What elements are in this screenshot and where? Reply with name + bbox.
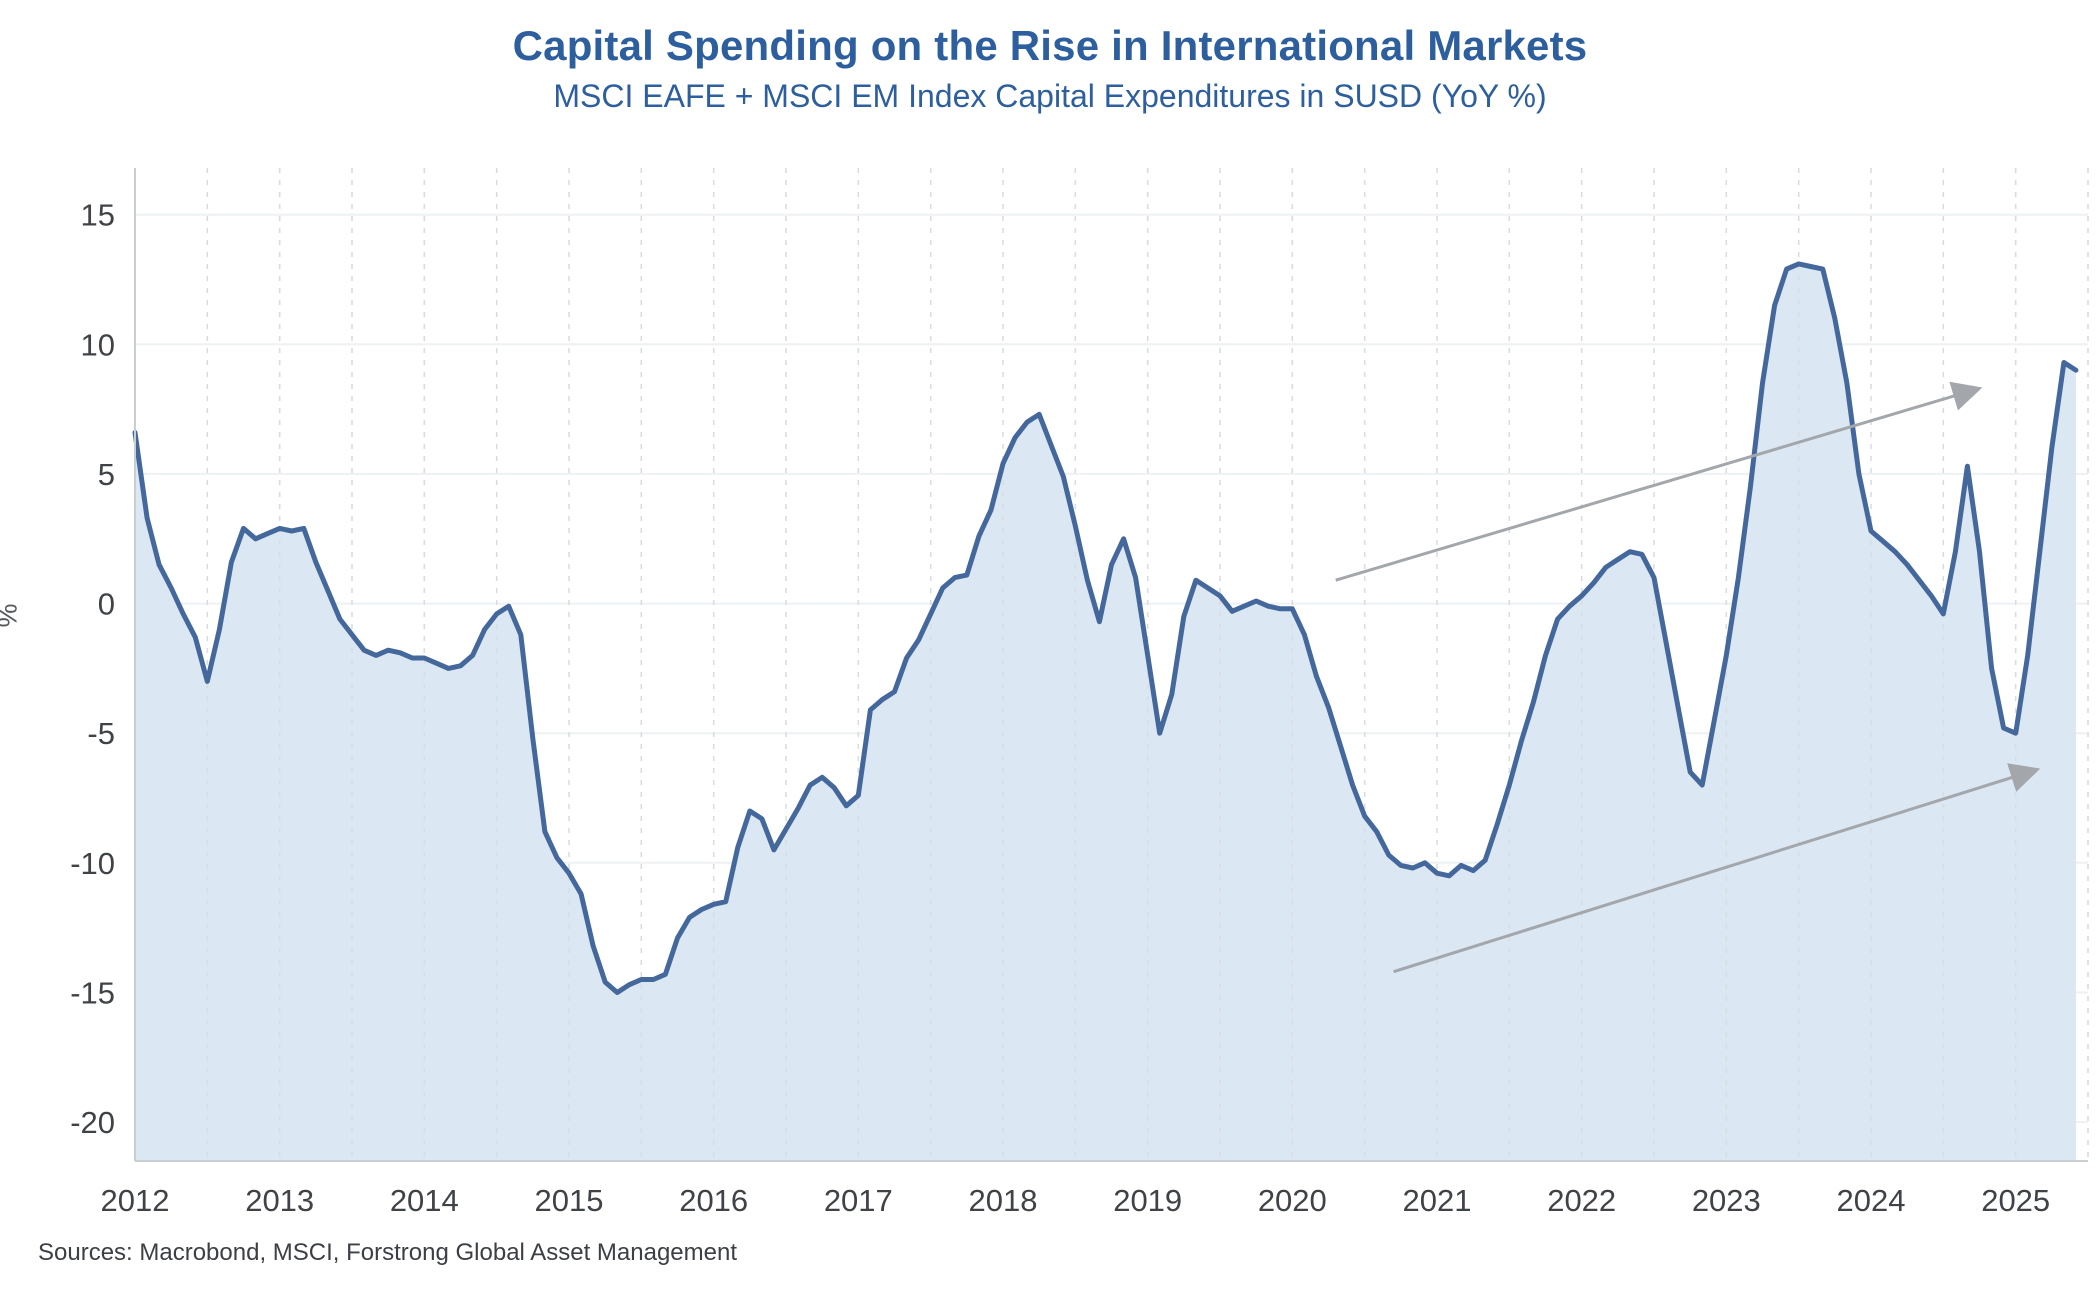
chart-header: Capital Spending on the Rise in Internat… <box>0 22 2100 115</box>
x-tick-label: 2017 <box>824 1183 893 1218</box>
trend-arrow <box>1393 763 2041 974</box>
x-tick-label: 2014 <box>390 1183 459 1218</box>
trend-arrow <box>1335 381 1983 582</box>
chart-subtitle: MSCI EAFE + MSCI EM Index Capital Expend… <box>553 78 1547 114</box>
x-axis-ticks: 2012 2013 2014 2015 2016 2017 2018 2019 2020 2021… <box>101 1183 2051 1218</box>
trend-arrows <box>1335 381 2041 974</box>
x-tick-label: 2013 <box>245 1183 314 1218</box>
x-tick-label: 2024 <box>1837 1183 1906 1218</box>
x-tick-label: 2016 <box>679 1183 748 1218</box>
x-tick-label: 2022 <box>1547 1183 1616 1218</box>
y-tick-label: -5 <box>87 716 115 751</box>
x-tick-label: 2019 <box>1113 1183 1182 1218</box>
y-tick-label: -15 <box>70 976 115 1011</box>
x-tick-label: 2021 <box>1403 1183 1472 1218</box>
y-axis-ticks: 15 10 5 0 -5 -10 -15 -20 <box>70 198 115 1140</box>
x-tick-label: 2020 <box>1258 1183 1327 1218</box>
y-tick-label: 5 <box>98 457 115 492</box>
capex-area-chart: 2012 2013 2014 2015 2016 2017 2018 2019 2020 2021… <box>70 168 2089 1218</box>
y-tick-label: 0 <box>98 587 115 622</box>
chart-title: Capital Spending on the Rise in Internat… <box>512 22 1588 69</box>
y-tick-label: -10 <box>70 846 115 881</box>
x-tick-label: 2018 <box>969 1183 1038 1218</box>
sources-note: Sources: Macrobond, MSCI, Forstrong Glob… <box>38 1239 737 1266</box>
y-tick-label: -20 <box>70 1105 115 1140</box>
x-tick-label: 2012 <box>101 1183 170 1218</box>
x-tick-label: 2015 <box>535 1183 604 1218</box>
y-tick-label: 15 <box>81 198 115 233</box>
x-tick-label: 2025 <box>1981 1183 2050 1218</box>
y-tick-label: 10 <box>81 327 115 362</box>
x-tick-label: 2023 <box>1692 1183 1761 1218</box>
series-line <box>132 261 2079 995</box>
area-fill <box>135 263 2076 1161</box>
